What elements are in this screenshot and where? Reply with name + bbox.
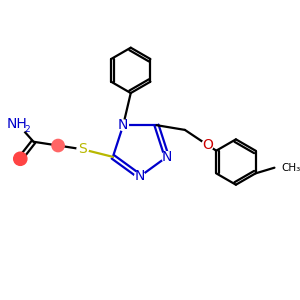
Circle shape	[135, 171, 145, 182]
Circle shape	[14, 152, 27, 165]
Text: O: O	[202, 138, 213, 152]
Text: 2: 2	[24, 125, 30, 134]
Text: N: N	[118, 118, 128, 132]
Text: CH₃: CH₃	[281, 163, 300, 173]
Circle shape	[52, 140, 64, 152]
Circle shape	[77, 144, 88, 155]
Text: NH: NH	[6, 117, 27, 131]
Text: S: S	[78, 142, 87, 156]
Circle shape	[202, 139, 213, 151]
Circle shape	[162, 152, 172, 162]
Circle shape	[10, 116, 27, 133]
Circle shape	[118, 120, 128, 130]
Text: N: N	[162, 150, 172, 164]
Text: N: N	[135, 169, 145, 184]
